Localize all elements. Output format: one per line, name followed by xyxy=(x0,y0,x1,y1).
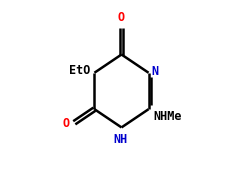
Text: O: O xyxy=(63,117,70,130)
Text: O: O xyxy=(118,12,125,24)
Text: N: N xyxy=(152,65,159,78)
Text: EtO: EtO xyxy=(69,64,90,77)
Text: NH: NH xyxy=(113,133,128,146)
Text: NHMe: NHMe xyxy=(153,110,182,123)
